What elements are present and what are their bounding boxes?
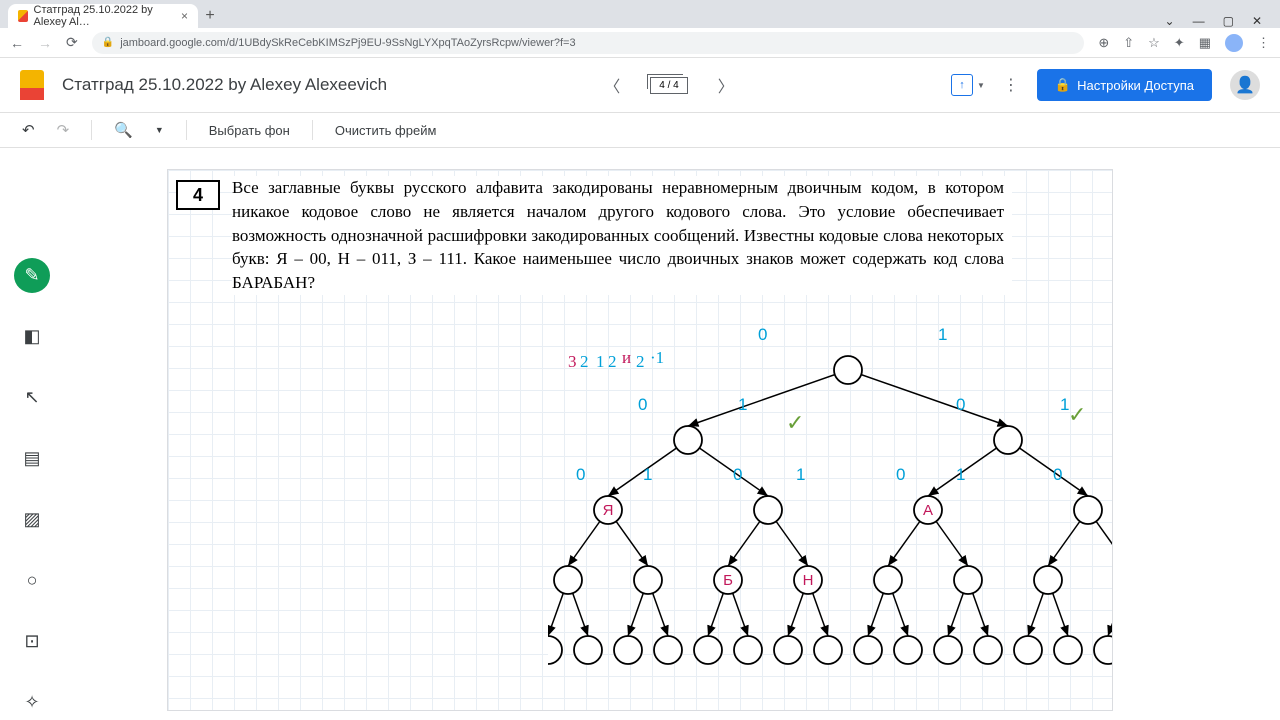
extensions-icon[interactable]: ✦ [1174,35,1185,51]
back-icon[interactable]: ← [10,35,24,51]
app-header: Статград 25.10.2022 by Alexey Alexeevich… [0,58,1280,112]
text-box-tool[interactable]: ⊡ [14,624,50,659]
set-background-button[interactable]: Выбрать фон [209,123,290,138]
browser-profile-avatar[interactable] [1225,34,1243,52]
upload-icon: ↑ [951,74,973,96]
browser-menu-icon[interactable]: ⋮ [1257,35,1270,51]
eraser-tool[interactable]: ◧ [14,319,50,354]
prev-frame-button[interactable]: 〈 [604,73,620,97]
svg-text:0: 0 [1053,465,1062,484]
address-bar: ← → ⟳ 🔒 jamboard.google.com/d/1UBdySkReC… [0,28,1280,58]
svg-text:0: 0 [638,395,647,414]
image-tool[interactable]: ▨ [14,502,50,537]
zoom-icon[interactable]: ⊕ [1098,35,1109,51]
redo-button[interactable]: ↷ [57,121,70,139]
minimize-icon[interactable]: — [1193,14,1205,28]
lock-icon: 🔒 [1055,77,1071,93]
zoom-dropdown-icon[interactable]: ▼ [155,125,164,135]
profile-avatar[interactable]: 👤 [1230,70,1260,100]
url-input[interactable]: 🔒 jamboard.google.com/d/1UBdySkReCebKIMS… [92,32,1085,54]
clear-frame-button[interactable]: Очистить фрейм [335,123,437,138]
lock-icon: 🔒 [102,37,114,48]
jamboard-canvas[interactable]: 4 Все заглавные буквы русского алфавита … [168,170,1112,710]
star-icon[interactable]: ☆ [1148,35,1160,51]
frame-indicator[interactable]: 4 / 4 [650,77,687,94]
document-title[interactable]: Статград 25.10.2022 by Alexey Alexeevich [62,75,387,95]
binary-tree-diagram: ЯАБНЗ01010101010101 [548,320,1112,680]
svg-text:1: 1 [738,395,747,414]
svg-text:0: 0 [576,465,585,484]
share-url-icon[interactable]: ⇧ [1123,35,1134,51]
svg-text:1: 1 [956,465,965,484]
tab-title: Статград 25.10.2022 by Alexey Al… [34,4,175,28]
svg-text:0: 0 [733,465,742,484]
present-button[interactable]: ↑ ▼ [951,74,985,96]
maximize-icon[interactable]: ▢ [1223,14,1234,28]
tool-strip: ✎ ◧ ↖ ▤ ▨ ○ ⊡ ✧ [0,148,64,720]
zoom-tool-icon[interactable]: 🔍 [114,121,133,139]
svg-text:1: 1 [796,465,805,484]
svg-text:1: 1 [643,465,652,484]
svg-text:1: 1 [938,325,947,344]
tab-close-icon[interactable]: × [181,9,188,23]
next-frame-button[interactable]: 〉 [718,73,734,97]
url-text: jamboard.google.com/d/1UBdySkReCebKIMSzP… [120,37,575,49]
chevron-down-icon[interactable]: ⌄ [1165,14,1175,28]
svg-text:Я: Я [603,502,614,519]
pen-tool[interactable]: ✎ [14,258,50,293]
svg-text:А: А [923,502,933,519]
canvas-viewport: 4 Все заглавные буквы русского алфавита … [168,170,1280,720]
more-options-icon[interactable]: ⋮ [1003,75,1019,95]
svg-text:0: 0 [896,465,905,484]
forward-icon[interactable]: → [38,35,52,51]
share-button[interactable]: 🔒 Настройки Доступа [1037,69,1212,101]
undo-button[interactable]: ↶ [22,121,35,139]
question-text: Все заглавные буквы русского алфавита за… [232,176,1012,295]
svg-text:0: 0 [758,325,767,344]
problem-box: 4 Все заглавные буквы русского алфавита … [168,176,1012,295]
sticky-note-tool[interactable]: ▤ [14,441,50,476]
puzzle-icon[interactable]: ▦ [1199,35,1211,51]
svg-text:0: 0 [956,395,965,414]
svg-text:Н: Н [803,572,814,589]
share-label: Настройки Доступа [1077,78,1194,93]
question-number: 4 [176,180,220,210]
svg-text:Б: Б [723,572,733,589]
chevron-down-icon: ▼ [977,81,985,90]
new-tab-button[interactable]: + [198,4,222,28]
toolbar: ↶ ↷ 🔍 ▼ Выбрать фон Очистить фрейм [0,112,1280,148]
select-tool[interactable]: ↖ [14,380,50,415]
reload-icon[interactable]: ⟳ [66,34,78,51]
jamboard-logo[interactable] [20,70,44,100]
jamboard-favicon [18,10,28,22]
browser-tab[interactable]: Статград 25.10.2022 by Alexey Al… × [8,4,198,28]
window-controls: ⌄ — ▢ ✕ [1155,14,1272,28]
browser-tab-strip: Статград 25.10.2022 by Alexey Al… × + ⌄ … [0,0,1280,28]
close-window-icon[interactable]: ✕ [1252,14,1262,28]
laser-tool[interactable]: ✧ [14,685,50,720]
shape-tool[interactable]: ○ [14,563,50,598]
